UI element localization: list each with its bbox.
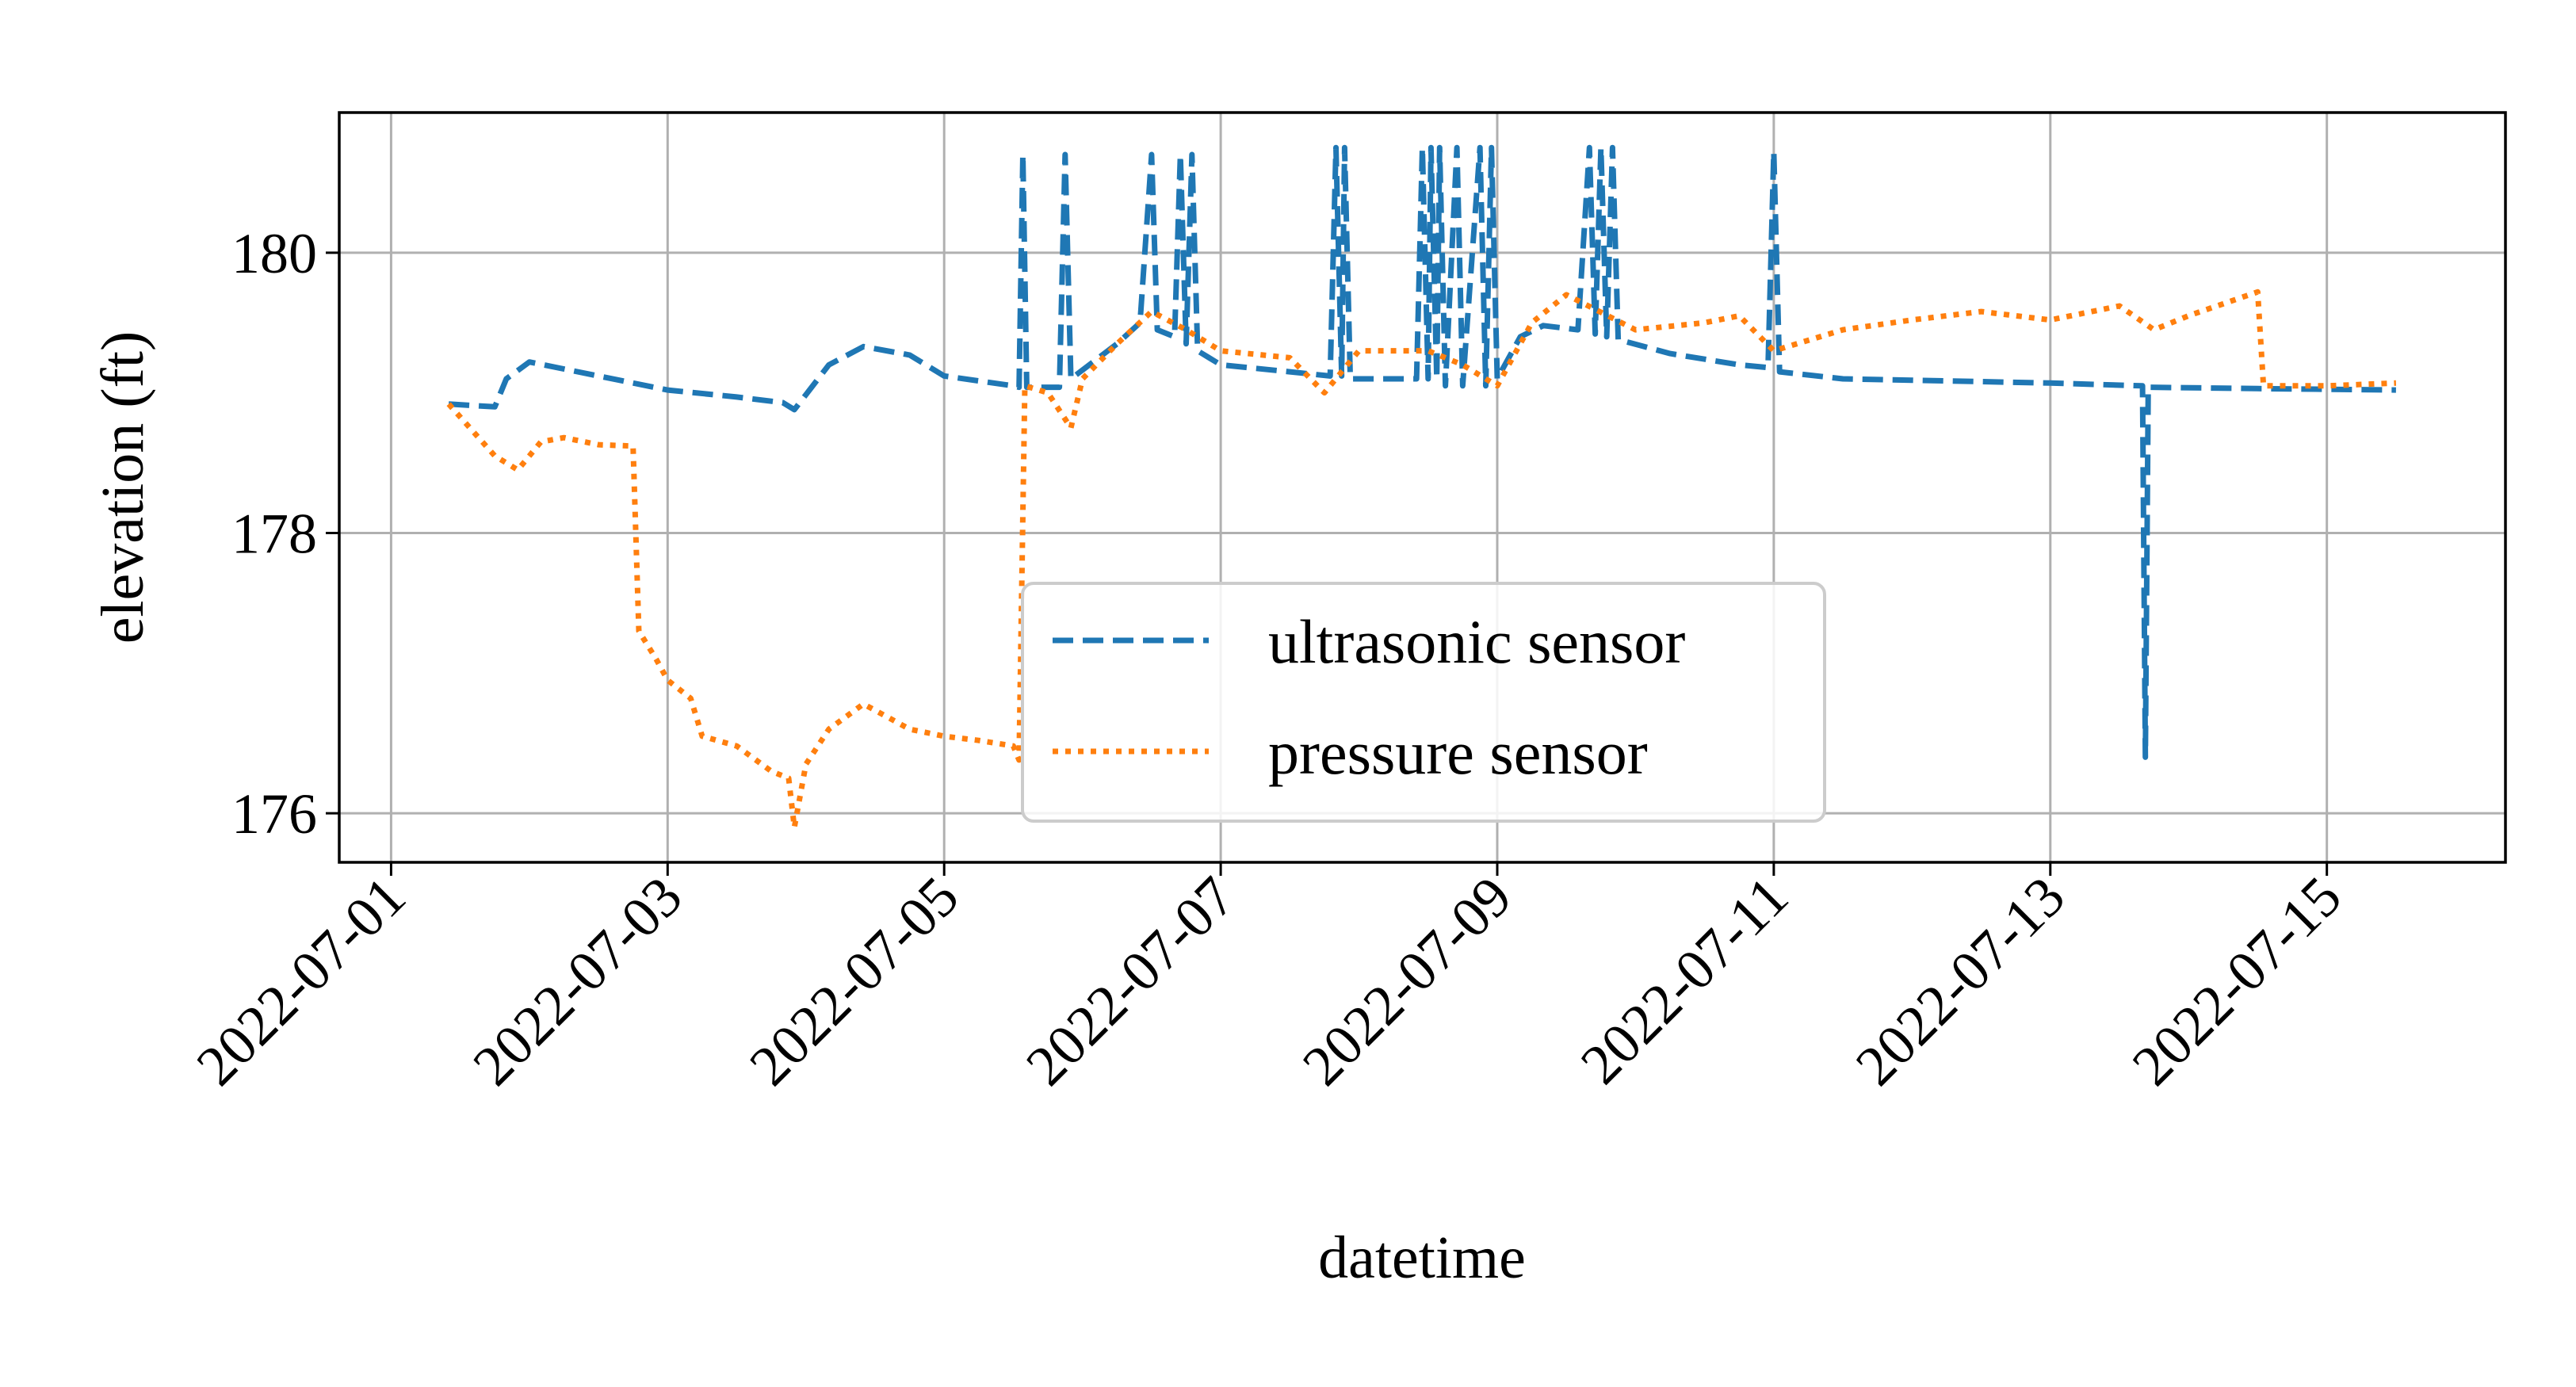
y-axis-label: elevation (ft) xyxy=(90,331,156,644)
series-line-ultrasonic xyxy=(448,144,2396,760)
legend-label-ultrasonic: ultrasonic sensor xyxy=(1268,607,1685,676)
plot-frame xyxy=(338,111,2507,864)
x-tick-label: 2022-07-13 xyxy=(1844,865,2077,1098)
x-axis-label: datetime xyxy=(1318,1225,1526,1291)
series-layer xyxy=(446,144,2397,831)
legend: ultrasonic sensor pressure sensor xyxy=(1021,582,1826,823)
x-tick-label: 2022-07-15 xyxy=(2120,865,2353,1098)
x-tick-label: 2022-07-09 xyxy=(1290,865,1523,1098)
legend-label-pressure: pressure sensor xyxy=(1268,718,1648,787)
x-tick-label: 2022-07-01 xyxy=(185,865,418,1098)
x-tick-label: 2022-07-11 xyxy=(1569,865,1800,1096)
y-tick-label: 178 xyxy=(231,502,317,565)
y-tick-label: 180 xyxy=(231,222,317,285)
legend-box xyxy=(1021,582,1826,823)
x-tick-label: 2022-07-07 xyxy=(1014,865,1247,1098)
x-tick-label: 2022-07-05 xyxy=(737,865,970,1098)
y-tick-label: 176 xyxy=(231,782,317,846)
x-tick-label: 2022-07-03 xyxy=(461,865,694,1098)
